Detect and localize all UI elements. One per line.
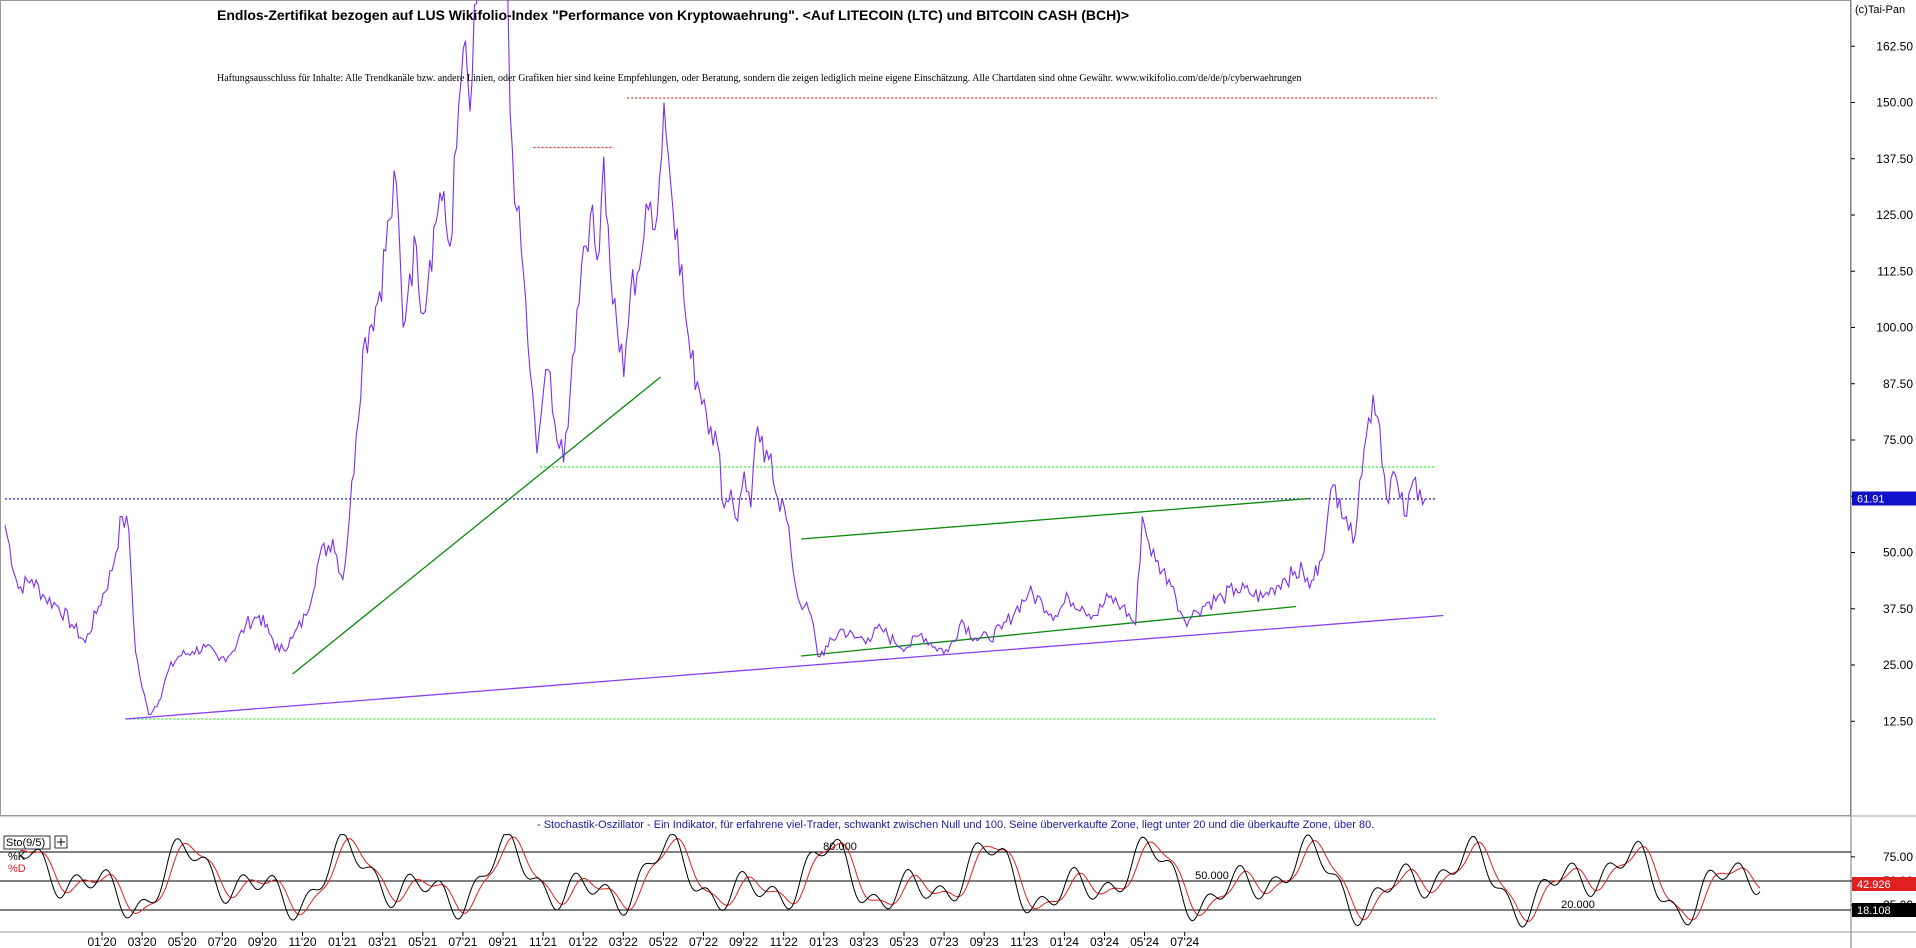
stochastic-level-label: 20.000: [1561, 899, 1595, 911]
y-tick-label: 112.50: [1877, 264, 1913, 278]
trend-line: [292, 376, 662, 675]
trend-lines: [125, 376, 1444, 720]
x-tick-label: 07'24: [1170, 935, 1199, 948]
level-lines: [5, 97, 1437, 720]
trend-line: [801, 497, 1310, 540]
last-price-badge: [1852, 491, 1916, 506]
y-tick-label: 100.00: [1876, 321, 1913, 335]
x-tick-label: 07'23: [930, 935, 959, 948]
price-series-line: [4, 0, 1426, 716]
copyright-label: (c)Tai-Pan: [1855, 4, 1905, 16]
x-tick-label: 11'22: [770, 935, 798, 948]
x-tick-label: 09'21: [489, 935, 518, 948]
y-axis-ticks: 287.50275.00262.50250.00237.50225.00212.…: [1851, 39, 1913, 728]
x-tick-label: 01'21: [328, 935, 357, 948]
y-tick-label: 25.00: [1883, 658, 1913, 672]
x-tick-label: 01'20: [88, 935, 117, 948]
chart-title: Endlos-Zertifikat bezogen auf LUS Wikifo…: [217, 7, 1129, 23]
x-tick-label: 03'21: [368, 935, 397, 948]
x-tick-label: 07'21: [448, 935, 477, 948]
disclaimer-text: Haftungsausschluss für Inhalte: Alle Tre…: [217, 73, 1302, 84]
main-panel-frame: [0, 0, 1851, 816]
x-tick-label: 11'21: [529, 935, 557, 948]
y-tick-label: 150.00: [1876, 96, 1913, 110]
x-tick-label: 05'21: [408, 935, 437, 948]
stochastic-k-badge: [1852, 903, 1916, 917]
stochastic-level-label: 50.000: [1195, 870, 1229, 882]
x-tick-label: 01'23: [809, 935, 838, 948]
x-tick-label: 11'23: [1010, 935, 1038, 948]
x-tick-label: 07'22: [689, 935, 718, 948]
y-tick-label: 87.50: [1883, 377, 1913, 391]
stochastic-d-line: [19, 836, 1761, 923]
last-price-label: 61.91: [1857, 494, 1885, 506]
trend-line: [801, 605, 1297, 657]
y-tick-label: 37.50: [1883, 602, 1913, 616]
x-tick-label: 01'24: [1050, 935, 1079, 948]
y-tick-label: 12.50: [1883, 714, 1913, 728]
x-tick-label: 05'23: [890, 935, 919, 948]
y-tick-label: 137.50: [1876, 152, 1913, 166]
stochastic-tick-label: 75.00: [1883, 850, 1913, 864]
y-tick-label: 75.00: [1883, 433, 1913, 447]
stochastic-k-line: [19, 834, 1761, 928]
x-tick-label: 05'20: [168, 935, 197, 948]
x-tick-label: 09'23: [970, 935, 999, 948]
x-tick-label: 03'23: [849, 935, 878, 948]
trend-line: [125, 614, 1444, 720]
x-tick-label: 01'22: [569, 935, 598, 948]
x-tick-label: 11'20: [288, 935, 316, 948]
x-axis-ticks: 01'20 03'20 05'20 07'20 09'20 11'20 01'21 03'21…: [88, 932, 1200, 948]
y-tick-label: 50.00: [1883, 546, 1913, 560]
x-tick-label: 07'20: [208, 935, 237, 948]
x-tick-label: 03'24: [1090, 935, 1119, 948]
legend-d: %D: [8, 863, 26, 875]
y-tick-label: 125.00: [1876, 208, 1913, 222]
x-tick-label: 05'22: [649, 935, 678, 948]
x-tick-label: 05'24: [1130, 935, 1159, 948]
stochastic-label-box: [3, 835, 51, 850]
legend-k: %K: [8, 851, 26, 863]
stochastic-d-badge: [1852, 877, 1916, 891]
x-tick-label: 09'22: [729, 935, 758, 948]
y-tick-label: 162.50: [1876, 39, 1913, 53]
stochastic-label: Sto(9/5): [6, 837, 45, 849]
stochastic-k-value: 18.108: [1857, 905, 1891, 917]
x-tick-label: 03'20: [128, 935, 157, 948]
stochastic-title: - Stochastik-Oszillator - Ein Indikator,…: [537, 819, 1374, 831]
x-tick-label: 09'20: [248, 935, 277, 948]
stochastic-d-value: 42.926: [1857, 879, 1891, 891]
x-tick-label: 03'22: [609, 935, 638, 948]
